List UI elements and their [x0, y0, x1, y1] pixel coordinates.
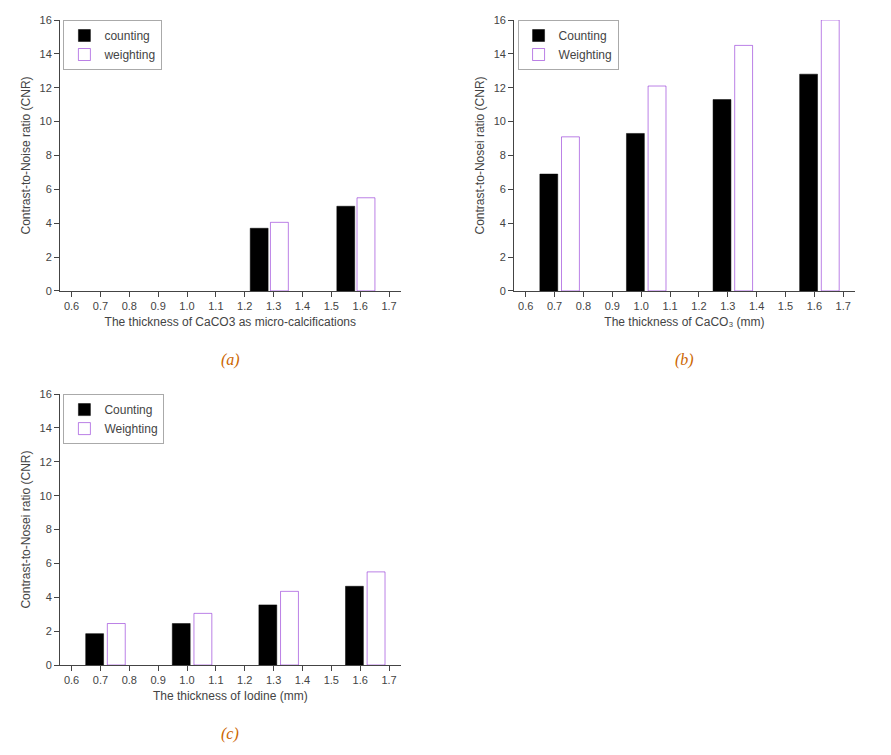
- svg-text:Contrast-to-Nosei ratio (CNR): Contrast-to-Nosei ratio (CNR): [19, 451, 33, 609]
- svg-text:Contrast-to-Nosei ratio (CNR): Contrast-to-Nosei ratio (CNR): [473, 76, 487, 234]
- svg-text:1.7: 1.7: [381, 300, 396, 312]
- svg-text:Counting: Counting: [559, 29, 607, 43]
- svg-text:0.8: 0.8: [122, 300, 137, 312]
- svg-text:1.7: 1.7: [381, 674, 396, 686]
- svg-text:16: 16: [494, 14, 506, 26]
- svg-text:0.9: 0.9: [150, 674, 165, 686]
- svg-text:(a): (a): [221, 351, 240, 369]
- svg-text:1.3: 1.3: [266, 674, 281, 686]
- svg-text:6: 6: [46, 183, 52, 195]
- svg-text:4: 4: [46, 217, 52, 229]
- svg-text:8: 8: [46, 523, 52, 535]
- svg-text:0: 0: [46, 285, 52, 297]
- svg-text:8: 8: [46, 149, 52, 161]
- svg-text:8: 8: [500, 149, 506, 161]
- svg-text:2: 2: [500, 251, 506, 263]
- svg-text:(b): (b): [675, 351, 694, 369]
- svg-text:0.8: 0.8: [576, 300, 591, 312]
- svg-text:1.7: 1.7: [836, 300, 851, 312]
- svg-text:0.7: 0.7: [93, 674, 108, 686]
- svg-text:1.2: 1.2: [237, 300, 252, 312]
- svg-text:1.6: 1.6: [807, 300, 822, 312]
- svg-text:0: 0: [500, 285, 506, 297]
- svg-text:weighting: weighting: [103, 48, 155, 62]
- svg-text:16: 16: [40, 388, 52, 400]
- svg-text:1.3: 1.3: [720, 300, 735, 312]
- svg-text:12: 12: [40, 82, 52, 94]
- svg-text:12: 12: [494, 82, 506, 94]
- svg-text:12: 12: [40, 456, 52, 468]
- svg-text:1.1: 1.1: [208, 674, 223, 686]
- svg-text:1.2: 1.2: [691, 300, 706, 312]
- svg-text:6: 6: [500, 183, 506, 195]
- svg-text:1.6: 1.6: [353, 300, 368, 312]
- svg-text:1.5: 1.5: [324, 674, 339, 686]
- svg-text:1.1: 1.1: [208, 300, 223, 312]
- svg-text:1.4: 1.4: [295, 674, 310, 686]
- svg-text:1.0: 1.0: [179, 300, 194, 312]
- svg-text:1.0: 1.0: [179, 674, 194, 686]
- svg-text:Weighting: Weighting: [559, 48, 612, 62]
- svg-text:1.6: 1.6: [353, 674, 368, 686]
- svg-text:0: 0: [46, 659, 52, 671]
- svg-text:counting: counting: [104, 29, 149, 43]
- svg-text:0.8: 0.8: [122, 674, 137, 686]
- svg-text:0.6: 0.6: [518, 300, 533, 312]
- svg-text:4: 4: [500, 217, 506, 229]
- svg-text:14: 14: [40, 422, 52, 434]
- svg-text:0.6: 0.6: [64, 674, 79, 686]
- svg-text:14: 14: [40, 48, 52, 60]
- svg-text:0.9: 0.9: [605, 300, 620, 312]
- svg-text:Counting: Counting: [104, 403, 152, 417]
- svg-text:10: 10: [40, 490, 52, 502]
- svg-text:1.5: 1.5: [778, 300, 793, 312]
- svg-text:0.9: 0.9: [150, 300, 165, 312]
- svg-text:1.4: 1.4: [295, 300, 310, 312]
- svg-text:(c): (c): [221, 725, 239, 743]
- svg-text:2: 2: [46, 625, 52, 637]
- svg-text:16: 16: [40, 14, 52, 26]
- svg-text:10: 10: [40, 115, 52, 127]
- svg-text:1.1: 1.1: [662, 300, 677, 312]
- svg-text:1.0: 1.0: [634, 300, 649, 312]
- svg-text:The thickness of Iodine (mm): The thickness of Iodine (mm): [153, 689, 308, 703]
- svg-text:0.7: 0.7: [547, 300, 562, 312]
- svg-text:10: 10: [494, 115, 506, 127]
- svg-text:1.3: 1.3: [266, 300, 281, 312]
- svg-text:Weighting: Weighting: [104, 422, 157, 436]
- svg-text:6: 6: [46, 557, 52, 569]
- svg-text:1.5: 1.5: [324, 300, 339, 312]
- svg-text:1.4: 1.4: [749, 300, 764, 312]
- svg-text:1.2: 1.2: [237, 674, 252, 686]
- svg-text:Contrast-to-Noise ratio (CNR): Contrast-to-Noise ratio (CNR): [19, 76, 33, 234]
- svg-text:The thickness of CaCO₃ (mm): The thickness of CaCO₃ (mm): [604, 315, 764, 329]
- svg-text:0.6: 0.6: [64, 300, 79, 312]
- svg-text:14: 14: [494, 48, 506, 60]
- svg-text:The thickness of CaCO3 as micr: The thickness of CaCO3 as micro-calcific…: [105, 315, 356, 329]
- svg-text:0.7: 0.7: [93, 300, 108, 312]
- svg-text:2: 2: [46, 251, 52, 263]
- svg-text:4: 4: [46, 591, 52, 603]
